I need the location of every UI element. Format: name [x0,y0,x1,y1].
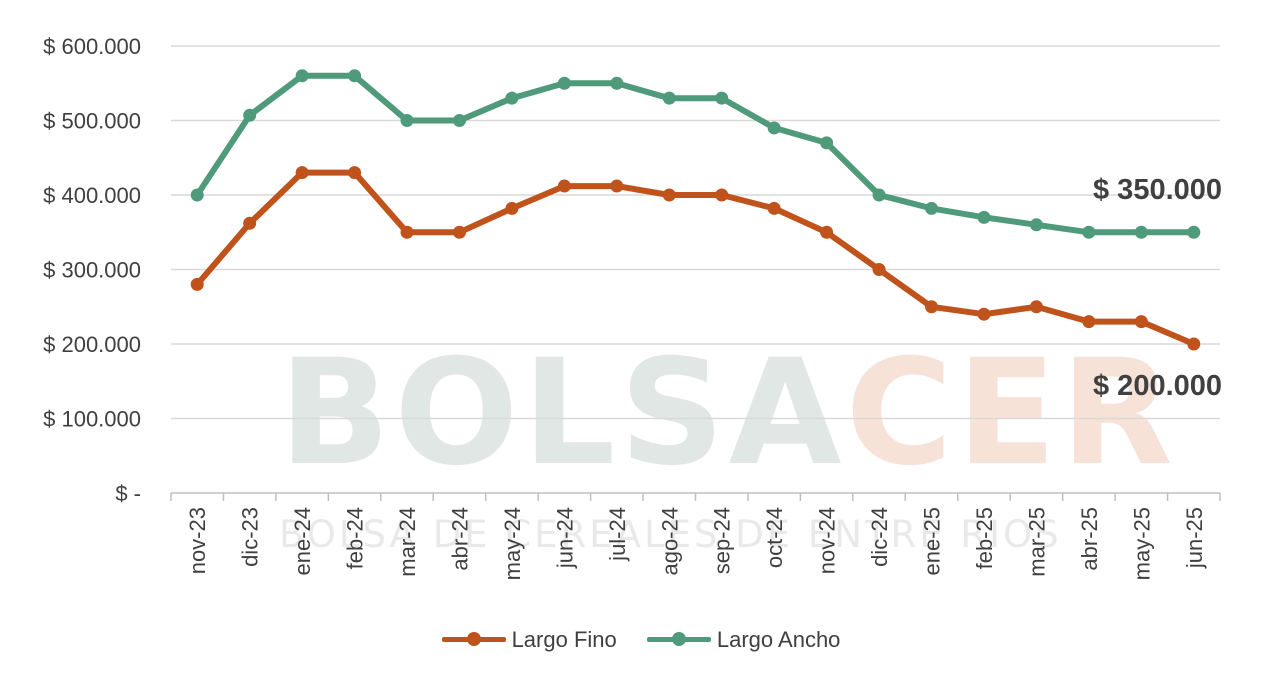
data-point [610,179,624,193]
y-tick-label: $ - [115,481,141,506]
x-tick-label: nov-24 [815,507,840,574]
x-tick-label: jul-24 [605,507,630,562]
data-point [925,300,939,314]
data-point [190,188,204,202]
data-point [295,166,309,180]
data-point [190,277,204,291]
x-tick-label: abr-24 [447,507,472,571]
watermark-logo: BOLSACER [279,338,1173,488]
y-tick-label: $ 200.000 [43,332,141,357]
data-point [243,108,257,122]
data-point [1082,225,1096,239]
data-point [715,188,729,202]
x-tick-label: oct-24 [762,507,787,568]
data-point [243,216,257,230]
data-point [872,188,886,202]
data-point [610,76,624,90]
data-point [662,91,676,105]
data-point [452,114,466,127]
x-tick-label: nov-23 [185,507,210,574]
x-tick-label: dic-24 [867,507,892,567]
data-point [767,201,781,215]
data-point [1029,300,1043,314]
data-point [557,76,571,90]
data-point [820,136,834,150]
data-point [400,114,414,127]
x-tick-label: may-24 [500,507,525,580]
x-tick-label: sep-24 [710,507,735,574]
x-tick-label: ene-25 [920,507,945,576]
x-tick-label: may-25 [1129,507,1154,580]
callout-largo-ancho-value: $ 350.000 [1093,174,1223,206]
legend-label-largo-fino: Largo Fino [511,626,617,652]
legend-item-largo-fino: Largo Fino [441,626,617,653]
series-line-largo-fino [194,169,1197,347]
data-point [295,69,309,83]
data-point [1082,315,1096,329]
x-tick-label: dic-23 [238,507,263,567]
data-point [400,225,414,239]
x-tick-label: jun-24 [552,507,577,569]
legend-swatch-largo-ancho [646,632,711,646]
chart-legend: Largo Fino Largo Ancho [0,622,1282,653]
series-line-largo-ancho [194,72,1197,236]
x-tick-label: jun-25 [1182,507,1207,569]
data-point [662,188,676,202]
legend-label-largo-ancho: Largo Ancho [716,626,841,652]
x-tick-label: ene-24 [290,507,315,576]
y-tick-label: $ 600.000 [43,34,141,59]
x-tick-label: feb-24 [343,507,368,569]
y-tick-label: $ 400.000 [43,183,141,208]
data-point [820,225,834,239]
y-tick-label: $ 300.000 [43,258,141,283]
data-point [348,166,362,180]
data-point [977,210,991,224]
y-tick-label: $ 500.000 [43,109,141,134]
data-point [925,201,939,215]
data-point [1187,337,1201,351]
data-point [505,91,519,105]
data-point [715,91,729,105]
x-tick-label: mar-25 [1024,507,1049,577]
data-point [1029,218,1043,232]
data-point [1187,225,1201,239]
watermark-bolsa: BOLSA [279,328,846,498]
x-tick-label: mar-24 [395,507,420,577]
data-point [505,201,519,215]
legend-swatch-largo-fino [441,632,506,646]
data-point [557,179,571,193]
x-tick-label: feb-25 [972,507,997,569]
callout-largo-fino-value: $ 200.000 [1093,370,1223,402]
data-point [872,263,886,276]
data-point [767,121,781,135]
data-point [1134,225,1148,239]
data-point [452,225,466,239]
y-tick-label: $ 100.000 [43,407,141,432]
data-point [977,307,991,321]
watermark-cer: CER [845,328,1177,498]
watermark-subtitle: BOLSA DE CEREALES DE ENTRE RIOS [279,513,1062,556]
x-tick-label: abr-25 [1077,507,1102,571]
data-point [1134,315,1148,329]
legend-item-largo-ancho: Largo Ancho [646,626,841,653]
data-point [348,69,362,83]
x-tick-label: ago-24 [657,507,682,576]
